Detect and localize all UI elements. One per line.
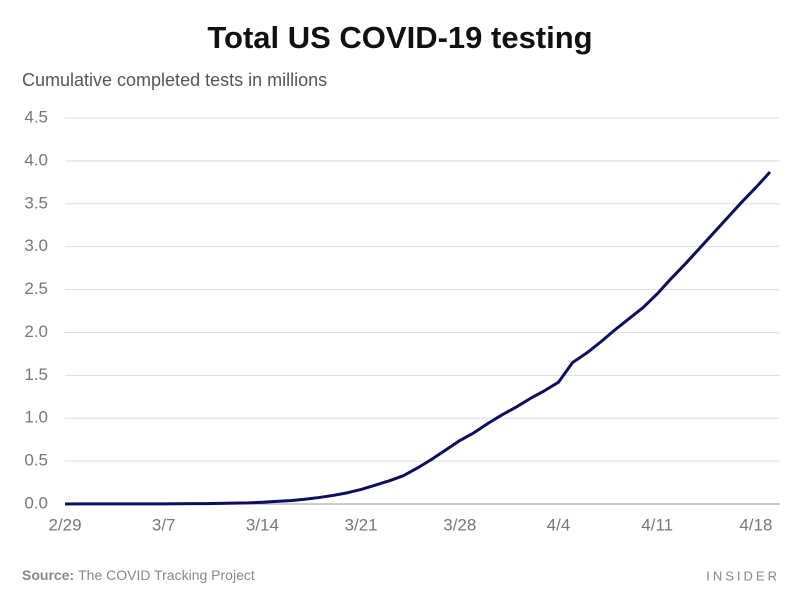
y-tick-label: 1.0 — [24, 408, 48, 427]
y-tick-label: 3.5 — [24, 193, 48, 212]
x-tick-label: 3/28 — [443, 515, 476, 534]
source: Source: The COVID Tracking Project — [22, 567, 255, 583]
x-tick-label: 2/29 — [48, 515, 81, 534]
y-tick-label: 0.5 — [24, 451, 48, 470]
y-tick-label: 4.0 — [24, 150, 48, 169]
x-tick-label: 4/11 — [641, 515, 673, 534]
chart-subtitle: Cumulative completed tests in millions — [22, 70, 327, 90]
x-tick-label: 3/7 — [152, 515, 176, 534]
y-tick-label: 3.0 — [24, 236, 48, 255]
y-tick-label: 2.0 — [24, 322, 48, 341]
source-text: The COVID Tracking Project — [78, 567, 255, 583]
y-tick-label: 2.5 — [24, 279, 48, 298]
y-tick-label: 4.5 — [24, 107, 48, 126]
chart-title: Total US COVID-19 testing — [207, 20, 592, 55]
x-tick-label: 3/21 — [345, 515, 378, 534]
line — [64, 171, 772, 506]
source-label: Source: — [22, 567, 74, 583]
brand: INSIDER — [706, 568, 780, 583]
x-tick-label: 4/18 — [739, 515, 772, 534]
y-tick-label: 1.5 — [24, 365, 48, 384]
x-tick-label: 3/14 — [246, 515, 279, 534]
x-tick-label: 4/4 — [547, 515, 571, 534]
y-tick-label: 0.0 — [24, 493, 48, 512]
